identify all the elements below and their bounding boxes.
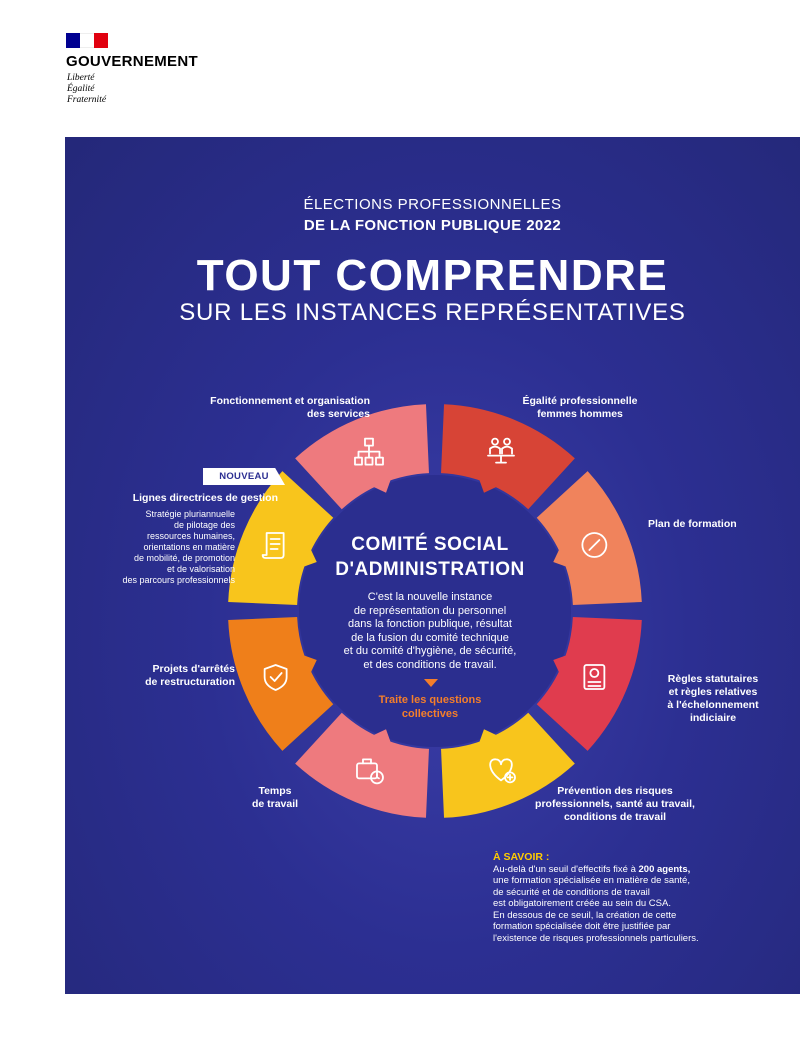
down-arrow-icon bbox=[424, 679, 438, 687]
center-description: C'est la nouvelle instance de représentat… bbox=[343, 591, 517, 671]
a-savoir-line1: Au-delà d'un seuil d'effectifs fixé à 20… bbox=[493, 863, 691, 875]
people-scale-icon bbox=[487, 437, 515, 464]
certificate-icon bbox=[583, 664, 606, 690]
segment-label-projets: Projets d'arrêtés de restructuration bbox=[145, 663, 235, 688]
wheel-segment bbox=[536, 471, 642, 605]
segment-label-fonctionnement: Fonctionnement et organisation des servic… bbox=[210, 395, 370, 420]
compass-icon bbox=[581, 532, 608, 558]
supertitle-line1: ÉLECTIONS PROFESSIONNELLES bbox=[303, 196, 562, 213]
segment-pointer bbox=[372, 479, 391, 493]
org-chart-icon bbox=[354, 437, 384, 466]
segment-label-regles: Règles statutaires et règles relatives à l… bbox=[667, 673, 759, 724]
segment-label-egalite: Égalité professionnelle femmes hommes bbox=[522, 395, 638, 420]
a-savoir-heading: À SAVOIR : bbox=[493, 851, 550, 863]
segment-pointer bbox=[303, 548, 317, 567]
wheel-segment bbox=[228, 471, 334, 605]
segment-label-formation: Plan de formation bbox=[648, 518, 737, 530]
wheel-segment bbox=[441, 404, 575, 510]
segment-label-prevention: Prévention des risques professionnels, sa… bbox=[535, 785, 695, 823]
center-disc bbox=[299, 475, 571, 747]
segment-pointer bbox=[303, 655, 317, 674]
csa-wheel-diagram bbox=[228, 404, 642, 818]
government-brand: GOUVERNEMENT bbox=[66, 53, 198, 70]
shield-check-icon bbox=[263, 664, 288, 691]
wheel-segment bbox=[228, 617, 334, 751]
main-subtitle: SUR LES INSTANCES REPRÉSENTATIVES bbox=[179, 299, 686, 326]
heart-plus-icon bbox=[489, 758, 516, 784]
supertitle-line2: DE LA FONCTION PUBLIQUE 2022 bbox=[303, 217, 562, 234]
segment-pointer bbox=[372, 729, 391, 743]
wheel-segment bbox=[536, 617, 642, 751]
government-motto: Liberté Égalité Fraternité bbox=[67, 73, 107, 105]
wheel-segment bbox=[295, 712, 429, 818]
center-collective-link: Traite les questions collectives bbox=[378, 694, 482, 720]
scroll-icon bbox=[261, 532, 285, 559]
wheel-segment bbox=[441, 712, 575, 818]
segment-pointer bbox=[553, 655, 567, 674]
center-title: COMITÉ SOCIAL D'ADMINISTRATION bbox=[335, 534, 525, 580]
a-savoir-note: À SAVOIR : Au-delà d'un seuil d'effectif… bbox=[493, 851, 763, 944]
segment-description-lignes: Stratégie pluriannuelle de pilotage des re… bbox=[122, 509, 235, 585]
briefcase-clock-icon bbox=[356, 758, 384, 785]
segment-label-temps: Temps de travail bbox=[251, 785, 299, 810]
segment-pointer bbox=[553, 548, 567, 567]
wheel-segment bbox=[295, 404, 429, 510]
segment-pointer bbox=[479, 729, 498, 743]
segment-pointer bbox=[479, 479, 498, 493]
nouveau-badge: NOUVEAU bbox=[203, 468, 285, 485]
segment-label-lignes: Lignes directrices de gestion bbox=[132, 492, 278, 504]
infographic-poster: ÉLECTIONS PROFESSIONNELLES DE LA FONCTIO… bbox=[65, 137, 800, 994]
government-flag-logo bbox=[66, 33, 108, 48]
main-title: TOUT COMPRENDRE bbox=[196, 251, 669, 300]
